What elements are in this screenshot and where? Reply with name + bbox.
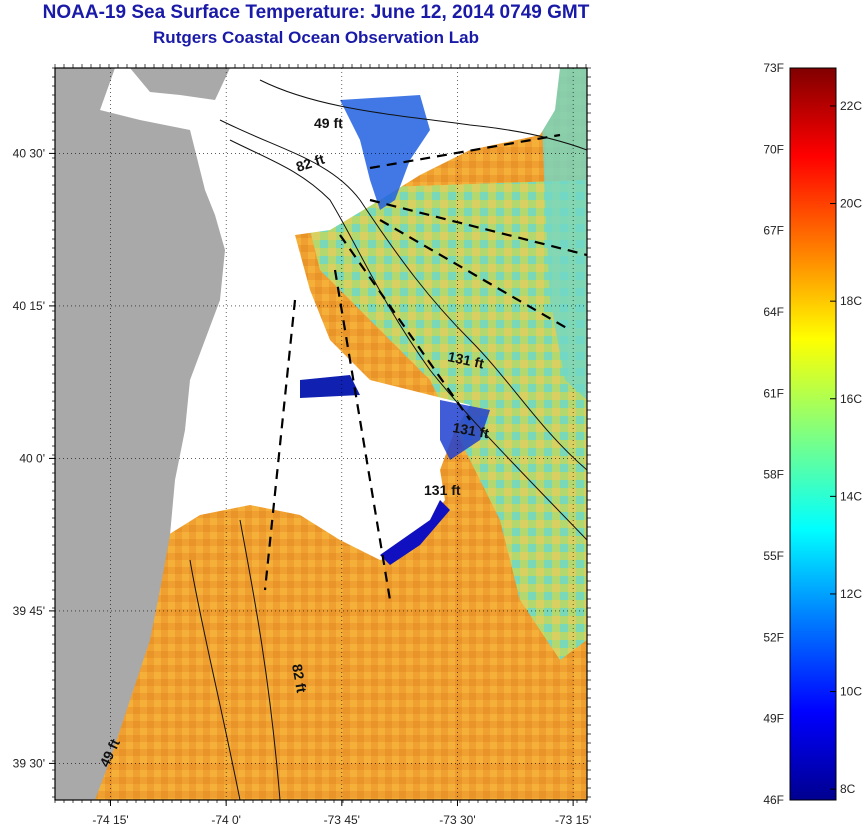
colorbar-c-label: 14C: [840, 489, 862, 503]
colorbar-c-label: 18C: [840, 294, 862, 308]
cold-edge-south: [380, 500, 450, 565]
longitude-tick-label: -74 0': [211, 813, 241, 827]
map-title: NOAA-19 Sea Surface Temperature: June 12…: [42, 2, 590, 23]
colorbar-f-label: 67F: [763, 224, 784, 238]
depth-label: 131 ft: [446, 348, 485, 371]
transect-lines: [263, 133, 587, 601]
long-island-tip: [130, 68, 230, 100]
longitude-labels: -74 15' -74 0' -73 45' -73 30' -73 15': [92, 813, 591, 827]
latitude-tick-label: 40 15': [13, 299, 45, 313]
depth-label: 131 ft: [451, 419, 490, 441]
map-frame: [54, 67, 588, 801]
latitude-tick-label: 39 45': [13, 604, 45, 618]
map-subtitle: Rutgers Coastal Ocean Observation Lab: [153, 28, 479, 47]
colorbar-c-label: 12C: [840, 587, 862, 601]
colorbar-f-label: 58F: [763, 468, 784, 482]
latitude-tick-label: 40 0': [19, 451, 45, 465]
longitude-tick-label: -73 45': [324, 813, 360, 827]
cool-water-east: [540, 68, 587, 400]
longitude-tick-label: -73 30': [439, 813, 475, 827]
colorbar-f-label: 70F: [763, 142, 784, 156]
colorbar-fahrenheit-labels: 73F 70F 67F 64F 61F 58F 55F 52F 49F 46F: [763, 61, 784, 807]
colorbar-celsius-labels: 22C 20C 18C 16C 14C 12C 10C 8C: [830, 99, 862, 796]
cool-water-region: [300, 180, 587, 660]
colorbar-f-label: 49F: [763, 712, 784, 726]
colorbar-c-label: 10C: [840, 685, 862, 699]
depth-label: 49 ft: [314, 115, 343, 131]
colorbar-f-label: 73F: [763, 61, 784, 75]
depth-label: 131 ft: [424, 482, 461, 498]
longitude-tick-label: -74 15': [92, 813, 128, 827]
cold-patch-north: [340, 95, 430, 210]
latitude-labels: 40 30' 40 15' 40 0' 39 45' 39 30': [13, 146, 45, 770]
latitude-tick-label: 39 30': [13, 756, 45, 770]
colorbar-c-label: 16C: [840, 392, 862, 406]
graticule: [49, 64, 591, 806]
colorbar-f-label: 46F: [763, 793, 784, 807]
longitude-tick-label: -73 15': [555, 813, 591, 827]
colorbar-c-label: 8C: [840, 782, 856, 796]
colorbar-f-label: 64F: [763, 305, 784, 319]
colorbar: [789, 67, 837, 801]
map-area: [55, 68, 587, 800]
cold-patch-east: [440, 400, 490, 460]
latitude-tick-label: 40 30': [13, 146, 45, 160]
colorbar-c-label: 22C: [840, 99, 862, 113]
colorbar-f-label: 52F: [763, 630, 784, 644]
colorbar-c-label: 20C: [840, 197, 862, 211]
cold-patch-west: [300, 375, 360, 398]
colorbar-f-label: 55F: [763, 549, 784, 563]
depth-label: 82 ft: [289, 663, 310, 694]
colorbar-f-label: 61F: [763, 386, 784, 400]
new-jersey-coast: [55, 68, 225, 800]
